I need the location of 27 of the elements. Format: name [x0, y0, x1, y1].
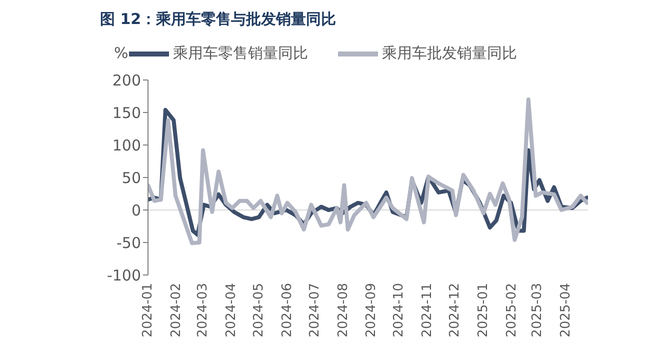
y-axis-title: % — [114, 44, 128, 62]
y-tick-label: 50 — [122, 168, 141, 187]
legend-label: 乘用车批发销量同比 — [382, 44, 517, 62]
x-tick-label: 2024-09 — [364, 283, 380, 338]
chart-title: 图 12：乘用车零售与批发销量同比 — [100, 10, 336, 29]
x-tick-label: 2024-04 — [224, 283, 239, 338]
y-tick-label: 100 — [112, 136, 141, 154]
x-tick-label: 2024-02 — [168, 283, 184, 338]
x-tick-label: 2024-12 — [448, 283, 463, 338]
legend-label: 乘用车零售销量同比 — [173, 44, 308, 62]
x-tick-label: 2024-06 — [280, 283, 295, 338]
x-tick-label: 2024-05 — [251, 283, 266, 338]
y-tick-label: 0 — [131, 201, 141, 220]
y-tick-label: 200 — [112, 71, 141, 90]
y-tick-label: -100 — [106, 266, 141, 284]
y-tick-label: -50 — [116, 234, 141, 252]
x-tick-label: 2024-10 — [392, 283, 407, 338]
x-tick-label: 2025-04 — [558, 283, 574, 338]
x-tick-label: 2024-07 — [307, 283, 322, 338]
x-tick-label: 2025-01 — [476, 283, 491, 338]
x-tick-label: 2025-03 — [530, 283, 546, 338]
x-tick-label: 2024-08 — [336, 283, 351, 338]
x-tick-label: 2024-01 — [140, 283, 156, 338]
x-tick-label: 2024-11 — [420, 283, 436, 338]
x-tick-label: 2025-02 — [504, 283, 520, 338]
x-tick-label: 2024-03 — [196, 283, 210, 338]
y-tick-label: 150 — [112, 104, 141, 122]
